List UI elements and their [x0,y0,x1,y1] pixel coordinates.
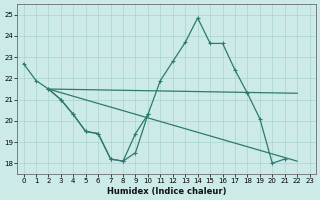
X-axis label: Humidex (Indice chaleur): Humidex (Indice chaleur) [107,187,226,196]
